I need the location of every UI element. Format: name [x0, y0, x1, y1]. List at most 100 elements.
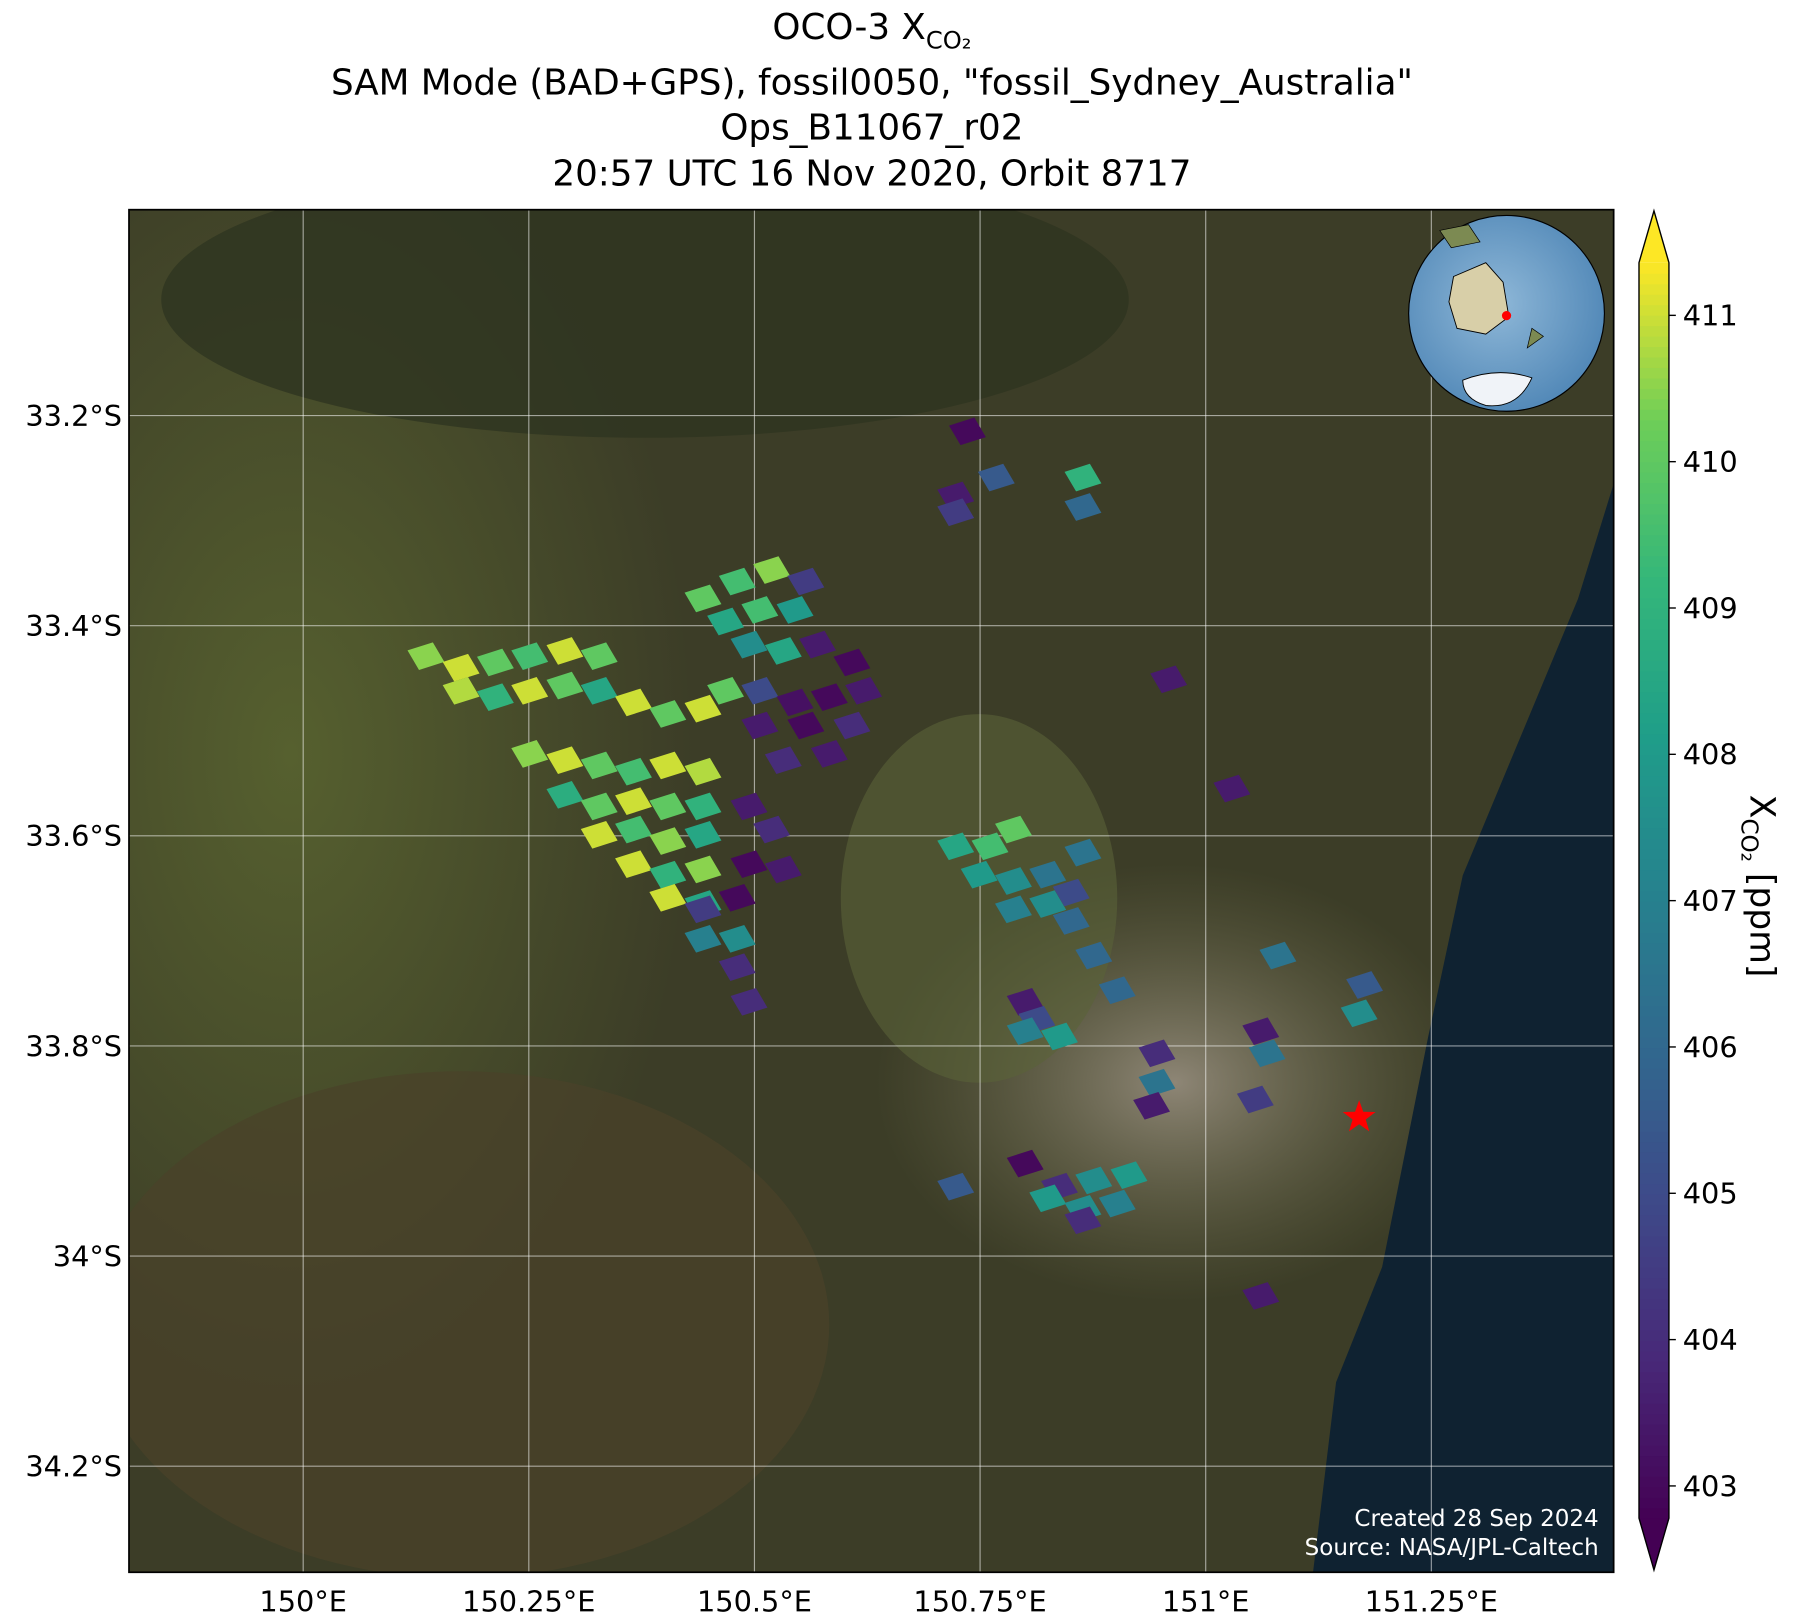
footprint [995, 895, 1032, 924]
footprint [1098, 1189, 1136, 1218]
footprint [776, 688, 814, 717]
footprint [546, 637, 584, 665]
colorbar-label-subscript: CO₂ [1736, 818, 1762, 861]
colorbar-band [1638, 1015, 1669, 1028]
colorbar-band [1638, 1350, 1669, 1362]
footprint [442, 653, 480, 682]
colorbar-band [1638, 733, 1669, 745]
colorbar-band [1638, 1267, 1669, 1279]
footprint [741, 596, 779, 624]
footprint [615, 815, 652, 844]
colorbar-band [1638, 1057, 1669, 1069]
colorbar-band [1638, 430, 1669, 442]
colorbar-band [1638, 566, 1669, 578]
footprint [753, 815, 791, 844]
colorbar-band [1638, 806, 1669, 818]
colorbar-band [1638, 1047, 1669, 1059]
footprint [937, 1172, 975, 1201]
subtitle: 20:57 UTC 16 Nov 2020, Orbit 8717 [552, 154, 1191, 195]
footprint [1236, 1085, 1274, 1114]
footprint [741, 711, 779, 740]
footprint [718, 953, 756, 981]
colorbar-band [1638, 450, 1669, 463]
footprint [1064, 463, 1102, 492]
colorbar-band [1638, 953, 1669, 965]
colorbar-band [1638, 1078, 1669, 1090]
footprint [649, 883, 687, 912]
footprint [707, 607, 744, 636]
footprint [1138, 1039, 1176, 1068]
colorbar-band [1638, 1214, 1669, 1226]
colorbar-band [1638, 1005, 1669, 1017]
colorbar: 403 404 405 406 407 408 409 410 411 [1638, 208, 1738, 1573]
footprint [833, 648, 871, 677]
colorbar-band [1638, 984, 1669, 996]
colorbar-band [1638, 754, 1669, 766]
y-tick-label: 33.4°S [25, 609, 122, 643]
footprint [684, 924, 722, 953]
footprint [615, 787, 652, 815]
footprint [1346, 971, 1383, 999]
colorbar-band [1638, 513, 1669, 525]
colorbar-band [1638, 1455, 1669, 1467]
footprint [1150, 665, 1188, 694]
footprint [741, 677, 779, 705]
colorbar-band [1638, 1298, 1669, 1310]
colorbar-band [1638, 1382, 1669, 1394]
colorbar-band [1638, 503, 1669, 515]
colorbar-label: XCO₂ [ppm] [1736, 795, 1782, 978]
colorbar-band [1638, 1204, 1669, 1216]
colorbar-band [1638, 691, 1669, 703]
colorbar-label-text: X [1742, 795, 1782, 819]
footprint [1340, 999, 1378, 1028]
footprint [649, 700, 687, 728]
colorbar-band [1638, 974, 1669, 986]
colorbar-tick-label: 407 [1683, 884, 1738, 918]
footprint [407, 642, 445, 670]
footprint [684, 895, 722, 924]
colorbar-extend [1638, 210, 1669, 263]
footprint [1133, 1091, 1170, 1120]
colorbar-band [1638, 681, 1669, 693]
colorbar-band [1638, 932, 1669, 944]
footprint [684, 694, 722, 723]
colorbar-band [1638, 335, 1669, 348]
footprint [1052, 878, 1090, 907]
colorbar-band [1638, 1131, 1669, 1143]
colorbar-tick-label: 408 [1683, 738, 1738, 772]
colorbar-band [1638, 1287, 1669, 1300]
footprint [580, 751, 618, 780]
footprint [1029, 890, 1067, 918]
colorbar-band [1638, 461, 1669, 473]
colorbar-band [1638, 838, 1669, 850]
colorbar-band [1638, 723, 1669, 735]
colorbar-band [1638, 911, 1669, 923]
colorbar-tick-label: 403 [1683, 1469, 1738, 1503]
y-tick-label: 33.6°S [25, 819, 122, 853]
colorbar-band [1638, 649, 1669, 661]
footprint [684, 820, 722, 849]
colorbar-tick-label: 411 [1683, 299, 1738, 333]
footprint [718, 883, 756, 912]
colorbar-band [1638, 859, 1669, 871]
footprint [718, 924, 756, 953]
colorbar-tick-label: 409 [1683, 591, 1738, 625]
colorbar-band [1638, 1340, 1669, 1352]
colorbar-band [1638, 712, 1669, 724]
footprint [707, 677, 744, 705]
colorbar-band [1638, 817, 1669, 829]
footprint [764, 746, 802, 775]
footprint [580, 677, 618, 705]
footprint [937, 832, 975, 861]
colorbar-band [1638, 848, 1669, 860]
footprint [511, 642, 549, 670]
footprint [615, 850, 652, 879]
colorbar-band [1638, 492, 1669, 504]
colorbar-band [1638, 440, 1669, 452]
colorbar-band [1638, 377, 1669, 389]
footprint [949, 417, 986, 446]
footprint [1110, 1161, 1148, 1189]
footprint [718, 567, 756, 596]
subtitle: Ops_B11067_r02 [720, 107, 1023, 148]
